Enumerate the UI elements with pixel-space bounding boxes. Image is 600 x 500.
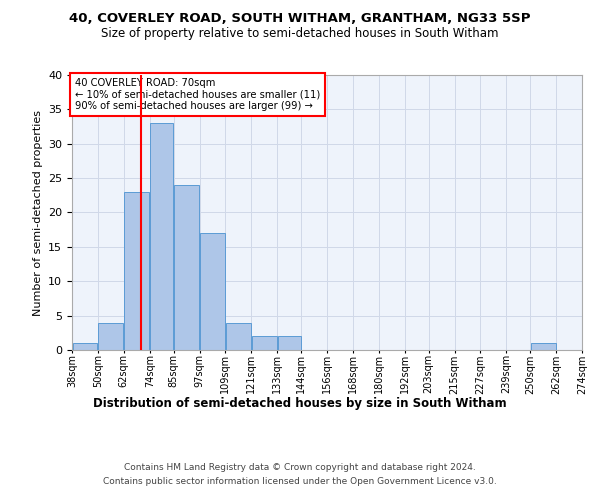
Text: Contains HM Land Registry data © Crown copyright and database right 2024.: Contains HM Land Registry data © Crown c…	[124, 462, 476, 471]
Bar	[151, 123, 173, 350]
Bar	[124, 192, 149, 350]
Bar	[226, 322, 251, 350]
Text: Distribution of semi-detached houses by size in South Witham: Distribution of semi-detached houses by …	[93, 398, 507, 410]
Y-axis label: Number of semi-detached properties: Number of semi-detached properties	[32, 110, 43, 316]
Bar	[73, 343, 97, 350]
Text: 40 COVERLEY ROAD: 70sqm
← 10% of semi-detached houses are smaller (11)
90% of se: 40 COVERLEY ROAD: 70sqm ← 10% of semi-de…	[74, 78, 320, 111]
Bar	[98, 322, 124, 350]
Bar	[252, 336, 277, 350]
Text: Contains public sector information licensed under the Open Government Licence v3: Contains public sector information licen…	[103, 478, 497, 486]
Bar	[200, 233, 225, 350]
Text: Size of property relative to semi-detached houses in South Witham: Size of property relative to semi-detach…	[101, 28, 499, 40]
Text: 40, COVERLEY ROAD, SOUTH WITHAM, GRANTHAM, NG33 5SP: 40, COVERLEY ROAD, SOUTH WITHAM, GRANTHA…	[69, 12, 531, 26]
Bar	[530, 343, 556, 350]
Bar	[278, 336, 301, 350]
Bar	[174, 185, 199, 350]
